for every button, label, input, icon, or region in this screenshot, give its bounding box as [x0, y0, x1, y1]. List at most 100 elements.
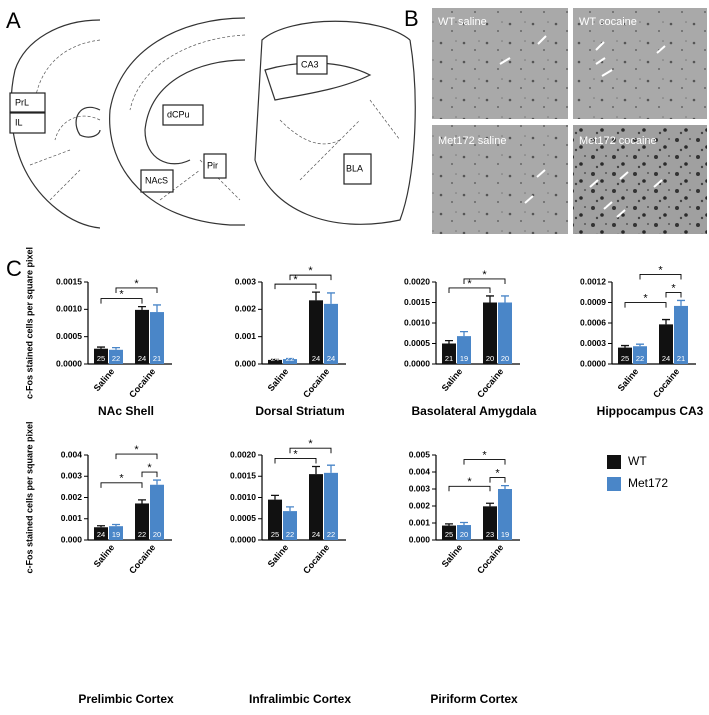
region-label: NAcS: [145, 175, 168, 185]
y-tick-label: 0.001: [235, 331, 257, 341]
significance-label: *: [482, 269, 487, 281]
n-label: 25: [621, 354, 629, 363]
x-tick-label: Cocaine: [651, 366, 681, 399]
significance-bracket: [115, 453, 158, 460]
error-bar: [153, 304, 161, 313]
significance-label: *: [482, 450, 487, 462]
bar: [457, 336, 471, 364]
significance-bracket: [463, 459, 506, 465]
region-label: CA3: [301, 59, 319, 69]
significance-label: *: [467, 476, 472, 488]
significance-bracket: [100, 298, 143, 304]
region-label: PrL: [15, 97, 29, 107]
y-tick-label: 0.0009: [580, 297, 606, 307]
y-tick-label: 0.0015: [230, 471, 256, 481]
legend-label: WT: [628, 454, 647, 468]
significance-bracket: [289, 274, 332, 281]
error-bar: [271, 494, 279, 500]
x-tick-label: Saline: [440, 366, 465, 393]
region-label: IL: [15, 117, 23, 127]
y-tick-label: 0.0006: [580, 317, 606, 327]
significance-label: *: [119, 473, 124, 485]
y-tick-label: 0.0015: [404, 297, 430, 307]
panel-letter: C: [6, 256, 22, 281]
n-label: 19: [501, 530, 509, 539]
bar: [674, 305, 688, 364]
significance-label: *: [308, 265, 313, 277]
bar: [483, 302, 497, 364]
x-tick-label: Cocaine: [301, 366, 331, 399]
y-tick-label: 0.0020: [404, 276, 430, 286]
y-tick-label: 0.003: [61, 471, 83, 481]
n-label: 20: [486, 354, 494, 363]
n-label: 25: [271, 530, 279, 539]
y-tick-label: 0.000: [61, 534, 83, 544]
chart-title: Prelimbic Cortex: [78, 692, 174, 706]
significance-label: *: [134, 444, 139, 456]
y-tick-label: 0.0005: [56, 331, 82, 341]
image-label: Met172 cocaine: [579, 135, 657, 147]
x-tick-label: Cocaine: [475, 366, 505, 399]
n-label: 24: [662, 354, 670, 363]
bar: [498, 302, 512, 364]
region-label: dCPu: [167, 109, 190, 119]
significance-bracket: [115, 287, 158, 293]
region-label: BLA: [346, 163, 363, 173]
y-tick-label: 0.0000: [230, 534, 256, 544]
n-label: 22: [138, 530, 146, 539]
n-label: 22: [286, 530, 294, 539]
legend-swatch: [607, 477, 621, 491]
y-tick-label: 0.000: [235, 358, 257, 368]
n-label: 20: [460, 530, 468, 539]
bar: [457, 525, 471, 540]
error-bar: [153, 479, 161, 485]
bar: [309, 474, 323, 540]
significance-label: *: [658, 264, 663, 276]
error-bar: [97, 346, 105, 349]
x-tick-label: Saline: [440, 542, 465, 569]
bar: [94, 527, 108, 540]
chart-title: Basolateral Amygdala: [412, 404, 537, 418]
x-tick-label: Saline: [92, 366, 117, 393]
error-bar: [327, 464, 335, 473]
bar: [659, 324, 673, 364]
significance-label: *: [671, 282, 676, 294]
error-bar: [312, 291, 320, 301]
n-label: 22: [112, 354, 120, 363]
chart-title: Piriform Cortex: [430, 692, 518, 706]
error-bar: [621, 344, 629, 348]
y-axis-label: c-Fos stained cells per square pixel: [24, 421, 34, 573]
bar: [283, 359, 297, 364]
significance-label: *: [293, 448, 298, 460]
error-bar: [636, 343, 644, 347]
n-label: 24: [312, 530, 320, 539]
error-bar: [445, 523, 453, 526]
y-tick-label: 0.0010: [56, 304, 82, 314]
significance-label: *: [293, 274, 298, 286]
bar: [150, 484, 164, 540]
n-label: 22: [327, 530, 335, 539]
error-bar: [327, 292, 335, 304]
significance-bracket: [448, 287, 491, 293]
error-bar: [112, 346, 120, 350]
significance-label: *: [495, 468, 500, 480]
panel-letter: A: [6, 8, 21, 33]
significance-bracket: [100, 482, 143, 488]
significance-label: *: [119, 289, 124, 301]
chart-title: Infralimbic Cortex: [249, 692, 351, 706]
n-label: 21: [445, 354, 453, 363]
y-tick-label: 0.0012: [580, 276, 606, 286]
n-label: 24: [327, 354, 335, 363]
bar: [135, 309, 149, 364]
bar: [324, 472, 338, 540]
y-tick-label: 0.002: [61, 492, 83, 502]
y-tick-label: 0.000: [409, 534, 431, 544]
bar: [442, 343, 456, 364]
bar-chart: 0.0000 0.0005 0.0010 0.0015 c-Fos stained ce…: [24, 247, 172, 418]
y-tick-label: 0.003: [409, 483, 431, 493]
significance-bracket: [141, 471, 158, 478]
n-label: 24: [312, 354, 320, 363]
y-tick-label: 0.003: [235, 276, 257, 286]
x-tick-label: Saline: [266, 542, 291, 569]
